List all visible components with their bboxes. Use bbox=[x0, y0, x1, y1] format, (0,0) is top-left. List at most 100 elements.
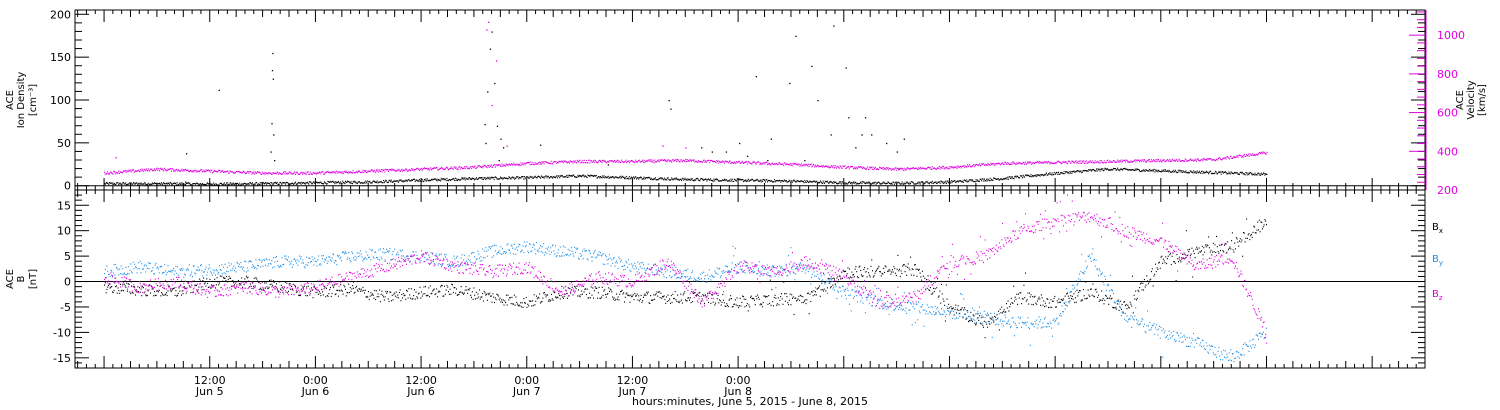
velocity-point bbox=[1003, 164, 1005, 166]
velocity-point bbox=[130, 169, 132, 171]
bx-point bbox=[930, 281, 932, 283]
density-point bbox=[261, 181, 263, 184]
density-point bbox=[1224, 171, 1226, 173]
density-point bbox=[585, 176, 587, 178]
velocity-point bbox=[845, 168, 847, 170]
bx-point bbox=[191, 284, 193, 286]
density-axis-label-line2: Ion Density bbox=[16, 72, 27, 129]
bx-point bbox=[441, 285, 443, 287]
bx-point bbox=[765, 296, 767, 298]
density-point bbox=[167, 182, 169, 184]
bx-point bbox=[849, 268, 851, 270]
density-point bbox=[335, 181, 337, 183]
velocity-point bbox=[325, 171, 327, 173]
velocity-point bbox=[273, 172, 275, 174]
bx-point bbox=[156, 290, 158, 292]
bx-point bbox=[1112, 306, 1114, 308]
density-point bbox=[429, 180, 431, 182]
density-point bbox=[888, 182, 890, 185]
density-point bbox=[605, 176, 607, 178]
density-point bbox=[197, 184, 199, 186]
density-point bbox=[745, 179, 747, 181]
velocity-point bbox=[833, 167, 835, 169]
density-point bbox=[1203, 172, 1205, 174]
velocity-point bbox=[881, 167, 883, 169]
density-point bbox=[447, 180, 449, 182]
density-point bbox=[414, 178, 416, 180]
density-point bbox=[662, 177, 664, 179]
bx-point bbox=[915, 268, 917, 270]
density-point bbox=[1232, 173, 1234, 175]
velocity-point bbox=[659, 159, 661, 161]
density-point bbox=[1062, 172, 1064, 174]
bx-point bbox=[318, 293, 320, 295]
bx-point bbox=[459, 291, 461, 293]
density-point bbox=[800, 180, 802, 182]
bx-point bbox=[662, 295, 664, 298]
velocity-point bbox=[765, 161, 767, 163]
velocity-point bbox=[554, 160, 556, 163]
velocity-point bbox=[1012, 162, 1014, 165]
velocity-point bbox=[136, 170, 138, 172]
velocity-point bbox=[187, 169, 189, 171]
bx-point bbox=[832, 284, 834, 286]
bx-point bbox=[1169, 254, 1171, 256]
velocity-point bbox=[172, 168, 174, 170]
density-point bbox=[597, 177, 599, 179]
density-point bbox=[195, 183, 197, 185]
bx-point bbox=[1245, 237, 1247, 239]
velocity-point bbox=[897, 167, 899, 169]
bx-point bbox=[337, 289, 339, 292]
velocity-point bbox=[987, 163, 989, 165]
velocity-point bbox=[449, 167, 451, 169]
bx-point bbox=[1264, 219, 1266, 221]
velocity-point bbox=[279, 172, 281, 174]
density-point bbox=[561, 175, 563, 177]
bx-point bbox=[260, 289, 262, 291]
density-point bbox=[259, 182, 261, 184]
density-point bbox=[241, 183, 243, 185]
bx-point bbox=[558, 294, 560, 297]
bx-point bbox=[313, 286, 315, 288]
velocity-point bbox=[631, 160, 633, 162]
density-point bbox=[933, 182, 935, 184]
density-point bbox=[404, 180, 406, 182]
density-point bbox=[607, 175, 609, 177]
density-point bbox=[155, 182, 157, 184]
bx-point bbox=[664, 298, 666, 301]
velocity-point bbox=[113, 170, 115, 173]
density-point bbox=[845, 182, 847, 184]
density-point bbox=[950, 180, 952, 182]
density-point bbox=[1181, 170, 1183, 172]
velocity-point bbox=[1252, 153, 1254, 155]
velocity-point bbox=[1111, 161, 1113, 163]
density-point bbox=[378, 181, 380, 183]
velocity-point bbox=[1186, 160, 1188, 162]
density-point bbox=[110, 182, 112, 184]
bx-point bbox=[1105, 294, 1107, 296]
velocity-point bbox=[1115, 161, 1117, 163]
bx-point bbox=[555, 297, 557, 299]
bx-point bbox=[536, 298, 538, 300]
density-point bbox=[623, 177, 625, 180]
bx-point bbox=[157, 291, 159, 293]
bx-point bbox=[876, 268, 878, 270]
density-point bbox=[330, 181, 332, 183]
velocity-point bbox=[1184, 158, 1186, 160]
density-point bbox=[867, 181, 869, 183]
density-point bbox=[712, 180, 714, 182]
velocity-point bbox=[764, 162, 766, 164]
density-point bbox=[1223, 171, 1225, 173]
velocity-point bbox=[196, 171, 198, 173]
density-point bbox=[1255, 174, 1257, 176]
density-point bbox=[194, 183, 196, 185]
bx-point bbox=[1241, 239, 1243, 241]
velocity-point bbox=[159, 170, 161, 172]
velocity-point bbox=[1003, 163, 1005, 166]
density-point bbox=[943, 181, 945, 183]
bx-point bbox=[349, 286, 351, 289]
velocity-point bbox=[759, 163, 761, 165]
bx-point bbox=[948, 303, 950, 305]
velocity-point bbox=[1091, 160, 1093, 162]
density-point bbox=[697, 179, 699, 181]
